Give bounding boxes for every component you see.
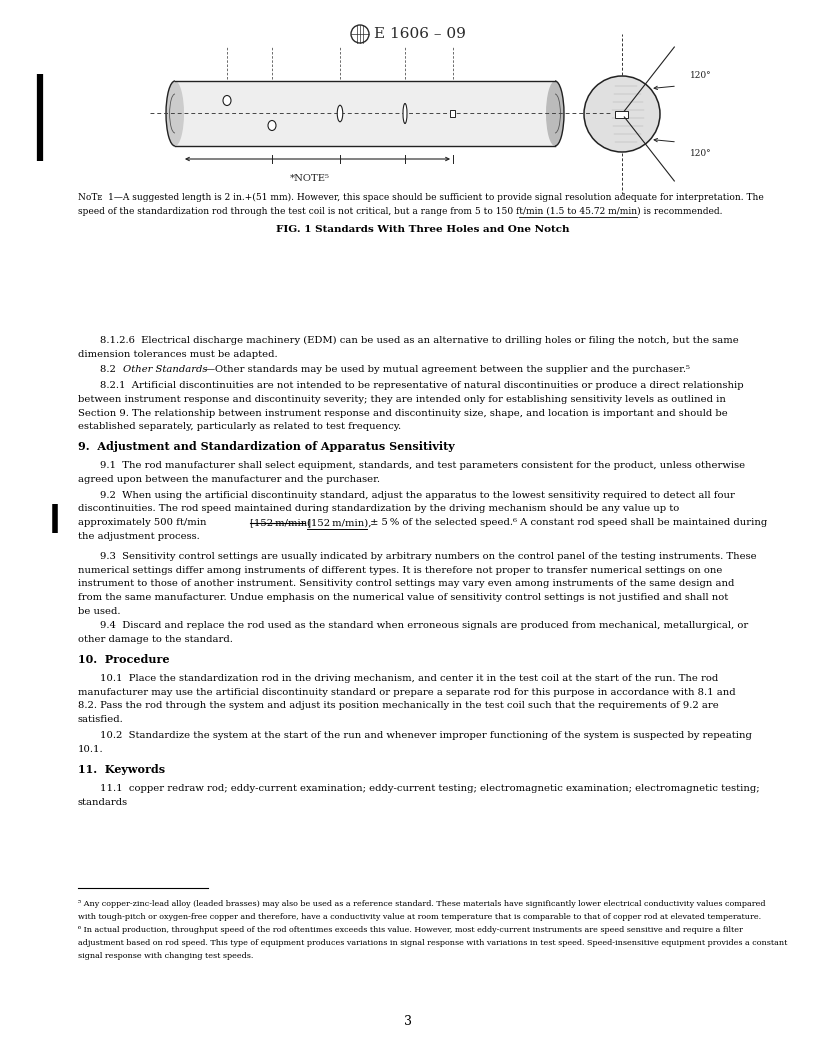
Bar (615, 111, 628, 118)
Text: 9.  Adjustment and Standardization of Apparatus Sensitivity: 9. Adjustment and Standardization of App… (78, 441, 455, 452)
Text: 120°: 120° (690, 72, 712, 80)
Ellipse shape (337, 106, 343, 121)
Text: *NOTE⁵: *NOTE⁵ (290, 174, 330, 183)
Text: 10.  Procedure: 10. Procedure (78, 654, 170, 665)
Ellipse shape (546, 81, 564, 146)
Text: discontinuities. The rod speed maintained during standardization by the driving : discontinuities. The rod speed maintaine… (78, 505, 679, 513)
Text: be used.: be used. (78, 607, 121, 616)
Text: ± 5 % of the selected speed.⁶ A constant rod speed shall be maintained during: ± 5 % of the selected speed.⁶ A constant… (367, 518, 767, 527)
Text: signal response with changing test speeds.: signal response with changing test speed… (78, 953, 254, 960)
Text: 8.1.2.6  Electrical discharge machinery (EDM) can be used as an alternative to d: 8.1.2.6 Electrical discharge machinery (… (100, 336, 738, 345)
Text: 11.1  copper redraw rod; eddy-current examination; eddy-current testing; electro: 11.1 copper redraw rod; eddy-current exa… (100, 784, 760, 793)
Text: standards: standards (78, 797, 128, 807)
Text: 11.  Keywords: 11. Keywords (78, 763, 165, 775)
Ellipse shape (403, 103, 407, 124)
Ellipse shape (223, 95, 231, 106)
Text: 10.1.: 10.1. (78, 744, 104, 754)
Text: ⁶ In actual production, throughput speed of the rod oftentimes exceeds this valu: ⁶ In actual production, throughput speed… (78, 926, 743, 934)
Text: speed of the standardization rod through the test coil is not critical, but a ra: speed of the standardization rod through… (78, 207, 722, 215)
Text: established separately, particularly as related to test frequency.: established separately, particularly as … (78, 422, 401, 432)
Text: 9.4  Discard and replace the rod used as the standard when erroneous signals are: 9.4 Discard and replace the rod used as … (100, 621, 748, 629)
Text: the adjustment process.: the adjustment process. (78, 532, 200, 541)
Text: from the same manufacturer. Undue emphasis on the numerical value of sensitivity: from the same manufacturer. Undue emphas… (78, 593, 728, 602)
Ellipse shape (268, 120, 276, 131)
Text: (152 m/min),: (152 m/min), (307, 518, 371, 527)
Text: E 1606 – 09: E 1606 – 09 (374, 27, 466, 41)
Text: [152 m/min]: [152 m/min] (250, 518, 311, 527)
Text: instrument to those of another instrument. Sensitivity control settings may vary: instrument to those of another instrumen… (78, 580, 734, 588)
Text: numerical settings differ among instruments of different types. It is therefore : numerical settings differ among instrume… (78, 566, 722, 574)
Text: 9.2  When using the artificial discontinuity standard, adjust the apparatus to t: 9.2 When using the artificial discontinu… (100, 490, 735, 499)
Text: 10.2  Standardize the system at the start of the run and whenever improper funct: 10.2 Standardize the system at the start… (100, 731, 752, 740)
Text: 8.2: 8.2 (100, 365, 122, 375)
Text: 9.1  The rod manufacturer shall select equipment, standards, and test parameters: 9.1 The rod manufacturer shall select eq… (100, 461, 745, 470)
Text: with tough-pitch or oxygen-free copper and therefore, have a conductivity value : with tough-pitch or oxygen-free copper a… (78, 913, 761, 921)
Ellipse shape (166, 81, 184, 146)
Text: dimension tolerances must be adapted.: dimension tolerances must be adapted. (78, 350, 277, 359)
Text: manufacturer may use the artificial discontinuity standard or prepare a separate: manufacturer may use the artificial disc… (78, 687, 736, 697)
Text: Other Standards: Other Standards (123, 365, 207, 375)
Text: 9.3  Sensitivity control settings are usually indicated by arbitrary numbers on : 9.3 Sensitivity control settings are usu… (100, 552, 756, 561)
Text: ⁵ Any copper-zinc-lead alloy (leaded brasses) may also be used as a reference st: ⁵ Any copper-zinc-lead alloy (leaded bra… (78, 900, 765, 908)
Text: Section 9. The relationship between instrument response and discontinuity size, : Section 9. The relationship between inst… (78, 409, 728, 417)
Circle shape (584, 76, 660, 152)
Text: 3: 3 (404, 1015, 412, 1027)
Text: 120°: 120° (690, 150, 712, 158)
Bar (450, 110, 455, 117)
Text: satisfied.: satisfied. (78, 715, 124, 724)
Text: FIG. 1 Standards With Three Holes and One Notch: FIG. 1 Standards With Three Holes and On… (277, 225, 570, 233)
Text: between instrument response and discontinuity severity; they are intended only f: between instrument response and disconti… (78, 395, 726, 403)
Text: agreed upon between the manufacturer and the purchaser.: agreed upon between the manufacturer and… (78, 475, 380, 484)
Text: —Other standards may be used by mutual agreement between the supplier and the pu: —Other standards may be used by mutual a… (205, 365, 690, 375)
Text: NᴏTᴇ  1—A suggested length is 2 in.+(51 mm). However, this space should be suffi: NᴏTᴇ 1—A suggested length is 2 in.+(51 m… (78, 193, 764, 202)
Text: other damage to the standard.: other damage to the standard. (78, 635, 233, 644)
Bar (175, 81, 555, 146)
Text: adjustment based on rod speed. This type of equipment produces variations in sig: adjustment based on rod speed. This type… (78, 939, 787, 947)
Text: approximately 500 ft/min: approximately 500 ft/min (78, 518, 210, 527)
Text: 8.2.1  Artificial discontinuities are not intended to be representative of natur: 8.2.1 Artificial discontinuities are not… (100, 381, 743, 390)
Text: 8.2. Pass the rod through the system and adjust its position mechanically in the: 8.2. Pass the rod through the system and… (78, 701, 719, 711)
Text: 10.1  Place the standardization rod in the driving mechanism, and center it in t: 10.1 Place the standardization rod in th… (100, 674, 718, 683)
